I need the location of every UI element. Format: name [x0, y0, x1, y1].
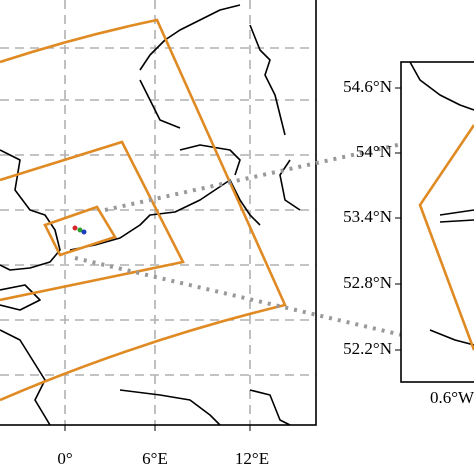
y-tick-label: 52.2°N: [343, 339, 392, 358]
x-tick-label: 0.6°W: [430, 388, 474, 407]
site-marker: [81, 229, 87, 235]
y-tick-label: 54.6°N: [343, 77, 392, 96]
coastline: [409, 61, 474, 346]
middle-domain: [0, 140, 185, 302]
y-tick-label: 53.4°N: [343, 207, 392, 226]
y-tick-label: 52.8°N: [343, 273, 392, 292]
x-tick-label: 0°: [57, 449, 72, 468]
left-map: 0° 6°E 12°E: [0, 0, 317, 468]
y-tick-label: 54°N: [356, 142, 392, 161]
outer-domain: [0, 18, 287, 402]
x-tick-label: 12°E: [235, 449, 269, 468]
inner-domain: [418, 124, 474, 351]
coastline: [0, 4, 301, 426]
frame: [0, 0, 317, 426]
inner-domain: [43, 205, 117, 257]
frame: [400, 61, 474, 383]
site-marker: [72, 225, 78, 231]
site-marker: [77, 227, 83, 233]
x-tick-label: 6°E: [142, 449, 168, 468]
right-map: 54.6°N 54°N 53.4°N 52.8°N 52.2°N 0.6°W: [343, 61, 474, 407]
